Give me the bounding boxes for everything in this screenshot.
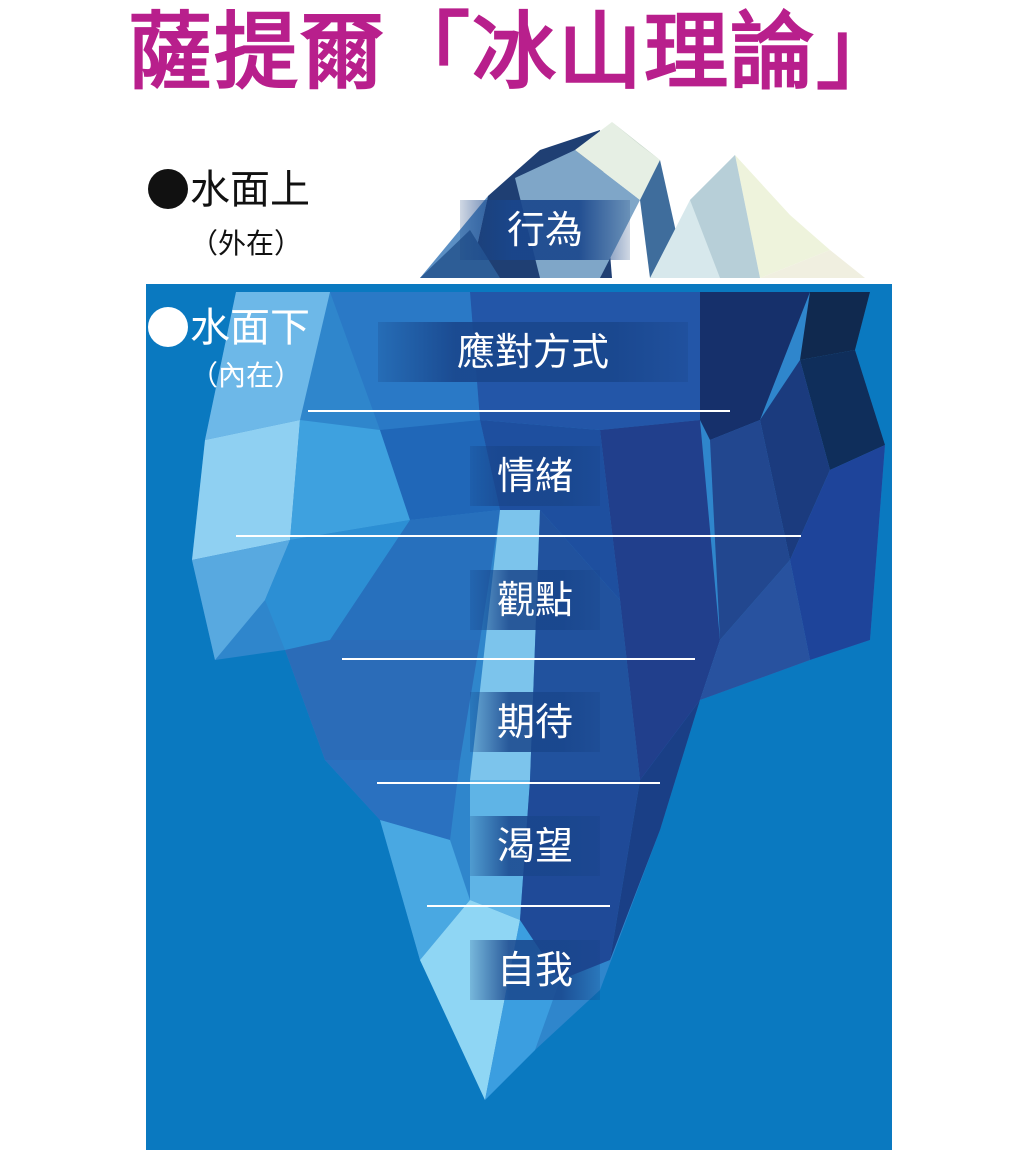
divider-line [377, 782, 660, 784]
below-water-text: 水面下 [190, 305, 310, 351]
layer-emotion: 情緒 [470, 446, 600, 506]
layer-perception: 觀點 [470, 570, 600, 630]
layer-behavior: 行為 [460, 200, 630, 260]
white-dot-icon [148, 307, 188, 347]
above-water-text: 水面上 [190, 167, 310, 213]
divider-line [308, 410, 730, 412]
page-title: 薩提爾「冰山理論」 [128, 3, 903, 101]
layer-self: 自我 [470, 940, 600, 1000]
above-water-label: 水面上 [148, 168, 310, 212]
below-water-label: 水面下 [148, 306, 310, 350]
below-water-sub: （內在） [190, 359, 303, 392]
above-water-sub: （外在） [190, 227, 303, 260]
divider-line [427, 905, 610, 907]
layer-yearning: 渴望 [470, 816, 600, 876]
layer-coping-style: 應對方式 [378, 322, 688, 382]
divider-line [342, 658, 695, 660]
layer-expectation: 期待 [470, 692, 600, 752]
black-dot-icon [148, 169, 188, 209]
divider-line [236, 535, 801, 537]
